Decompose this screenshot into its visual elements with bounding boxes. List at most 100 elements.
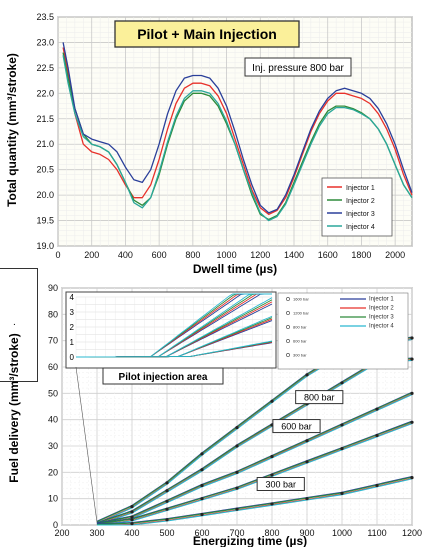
bottom-data-marker bbox=[235, 444, 239, 448]
bottom-series-line bbox=[96, 476, 413, 526]
bottom-data-marker bbox=[410, 336, 414, 340]
bottom-x-tick-label: 200 bbox=[54, 528, 69, 538]
bottom-y-tick-label: 30 bbox=[48, 441, 58, 451]
bottom-x-tick-label: 1000 bbox=[332, 528, 352, 538]
top-x-tick-label: 800 bbox=[185, 250, 200, 260]
bottom-data-marker bbox=[270, 399, 274, 403]
bottom-data-marker bbox=[340, 491, 344, 495]
bottom-series-line bbox=[96, 394, 413, 526]
pressure-label: 600 bar bbox=[281, 422, 312, 432]
inset-right-tick-label: 0 bbox=[70, 353, 75, 362]
bottom-data-marker bbox=[375, 483, 379, 488]
pilot-injection-inset: 0 1 2 3 4 bbox=[65, 291, 277, 523]
bottom-data-marker bbox=[410, 357, 414, 361]
bottom-data-marker bbox=[165, 489, 169, 493]
top-x-tick-label: 400 bbox=[118, 250, 133, 260]
bottom-data-marker bbox=[270, 454, 274, 459]
bottom-data-marker bbox=[305, 439, 309, 443]
bottom-data-marker bbox=[130, 504, 134, 509]
bottom-data-marker bbox=[375, 433, 379, 438]
top-x-tick-label: 1800 bbox=[351, 250, 371, 260]
pressure-label: 800 bar bbox=[304, 393, 335, 403]
bottom-data-marker bbox=[130, 522, 134, 526]
marker-legend-label: 1200 bar bbox=[293, 311, 309, 316]
pressure-annotation-box: Inj. pressure 800 bar bbox=[244, 57, 352, 77]
bottom-data-marker bbox=[410, 420, 414, 424]
marker-legend-label: 1600 bar bbox=[293, 297, 309, 302]
top-chart-title-box: Pilot + Main Injection bbox=[114, 20, 300, 48]
top-x-tick-label: 0 bbox=[55, 250, 60, 260]
bottom-legend-label: Injector 1 bbox=[369, 297, 394, 303]
bottom-data-marker bbox=[305, 497, 309, 501]
bottom-legend-box bbox=[277, 292, 409, 370]
annotation-box-background bbox=[244, 57, 352, 77]
inset-right-tick-label: 3 bbox=[70, 308, 75, 317]
bottom-data-marker bbox=[305, 373, 309, 377]
top-y-tick-label: 23.0 bbox=[36, 37, 54, 47]
bottom-y-tick-label: 90 bbox=[48, 283, 58, 293]
bottom-data-marker bbox=[340, 423, 344, 427]
top-x-tick-label: 600 bbox=[152, 250, 167, 260]
top-y-tick-label: 21.5 bbox=[36, 114, 54, 124]
pressure-label: 300 bar bbox=[265, 480, 296, 490]
bottom-data-marker bbox=[270, 473, 274, 477]
bottom-x-tick-label: 500 bbox=[159, 528, 174, 538]
bottom-data-marker bbox=[305, 460, 309, 464]
top-series-line bbox=[62, 47, 413, 216]
bottom-y-tick-label: 0 bbox=[53, 520, 58, 530]
marker-legend-symbol bbox=[286, 339, 290, 343]
bottom-x-tick-label: 400 bbox=[124, 528, 139, 538]
top-y-tick-label: 19.0 bbox=[36, 241, 54, 251]
top-legend-label: Injector 3 bbox=[346, 211, 375, 218]
bottom-x-tick-label: 900 bbox=[299, 528, 314, 538]
bottom-legend-label: Injector 3 bbox=[369, 315, 394, 321]
bottom-legend-label: Injector 4 bbox=[369, 324, 394, 330]
top-chart: 0 200 400 600 800 1000 1200 1400 1600 1800 2000 19.… bbox=[5, 12, 413, 276]
inset-title-background bbox=[102, 367, 224, 385]
bottom-data-marker bbox=[200, 483, 204, 488]
bottom-series-line bbox=[96, 392, 413, 525]
pressure-label-box bbox=[295, 390, 344, 405]
bottom-data-marker bbox=[165, 481, 169, 485]
top-x-tick-label: 1600 bbox=[318, 250, 338, 260]
bottom-data-marker bbox=[410, 391, 414, 395]
bottom-x-tick-label: 1100 bbox=[367, 528, 386, 538]
bottom-x-tick-label: 700 bbox=[229, 528, 244, 538]
bottom-tick-labels: 200 300 400 500 600 700 800 900 1000 1100 12000102… bbox=[48, 283, 422, 538]
inset-connector bbox=[75, 366, 98, 523]
inset-series-line bbox=[76, 340, 273, 358]
bottom-data-marker bbox=[340, 447, 344, 451]
bottom-data-marker bbox=[340, 381, 344, 385]
top-x-tick-label: 1200 bbox=[250, 250, 270, 260]
bottom-x-axis-title: Energizing time (µs) bbox=[193, 534, 307, 547]
marker-legend-symbol bbox=[286, 325, 290, 329]
bottom-data-marker bbox=[200, 497, 204, 501]
bottom-series-line bbox=[96, 423, 413, 526]
bottom-data-marker bbox=[200, 512, 204, 517]
bottom-x-tick-label: 600 bbox=[194, 528, 209, 538]
left-side-box-mark: . bbox=[13, 317, 16, 328]
top-y-tick-label: 23.5 bbox=[36, 12, 54, 22]
top-legend-label: Injector 4 bbox=[346, 224, 375, 231]
bottom-data-marker bbox=[235, 470, 239, 474]
bottom-y-tick-label: 20 bbox=[48, 467, 58, 477]
inset-right-tick-label: 4 bbox=[70, 293, 75, 302]
pressure-label-box bbox=[272, 419, 321, 434]
top-chart-title: Pilot + Main Injection bbox=[137, 26, 277, 42]
bottom-legend-label: Injector 2 bbox=[369, 306, 394, 312]
marker-legend-label: 800 bar bbox=[293, 325, 307, 330]
bottom-data-marker bbox=[200, 468, 204, 472]
bottom-y-tick-label: 50 bbox=[48, 388, 58, 398]
top-y-tick-label: 20.5 bbox=[36, 165, 54, 175]
top-series-line bbox=[62, 42, 413, 214]
top-y-axis-title: Total quantity (mm³/stroke) bbox=[5, 53, 19, 207]
bottom-data-marker bbox=[410, 476, 414, 480]
bottom-legend: 1600 bar 1200 bar 800 bar 600 bar 300 bar Inj… bbox=[277, 292, 409, 370]
top-legend: Injector 1 Injector 2 Injector 3 Injector 4 bbox=[321, 177, 393, 237]
inset-right-tick-label: 1 bbox=[70, 338, 75, 347]
marker-legend-label: 300 bar bbox=[293, 353, 307, 358]
top-y-tick-label: 19.5 bbox=[36, 216, 54, 226]
top-x-tick-label: 2000 bbox=[385, 250, 405, 260]
marker-legend-symbol bbox=[286, 297, 290, 301]
inset-title-box: Pilot injection area bbox=[102, 367, 224, 385]
